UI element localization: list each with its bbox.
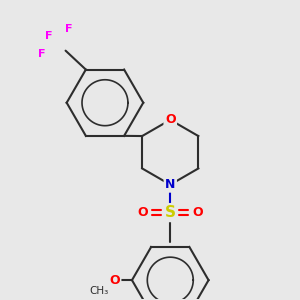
Text: O: O	[165, 113, 175, 126]
Text: O: O	[110, 274, 120, 286]
Text: N: N	[165, 178, 175, 191]
Text: F: F	[65, 24, 73, 34]
Text: O: O	[137, 206, 148, 219]
Text: S: S	[165, 205, 176, 220]
Text: F: F	[45, 31, 52, 41]
Text: CH₃: CH₃	[89, 286, 109, 296]
Text: F: F	[38, 49, 46, 59]
Text: O: O	[193, 206, 203, 219]
